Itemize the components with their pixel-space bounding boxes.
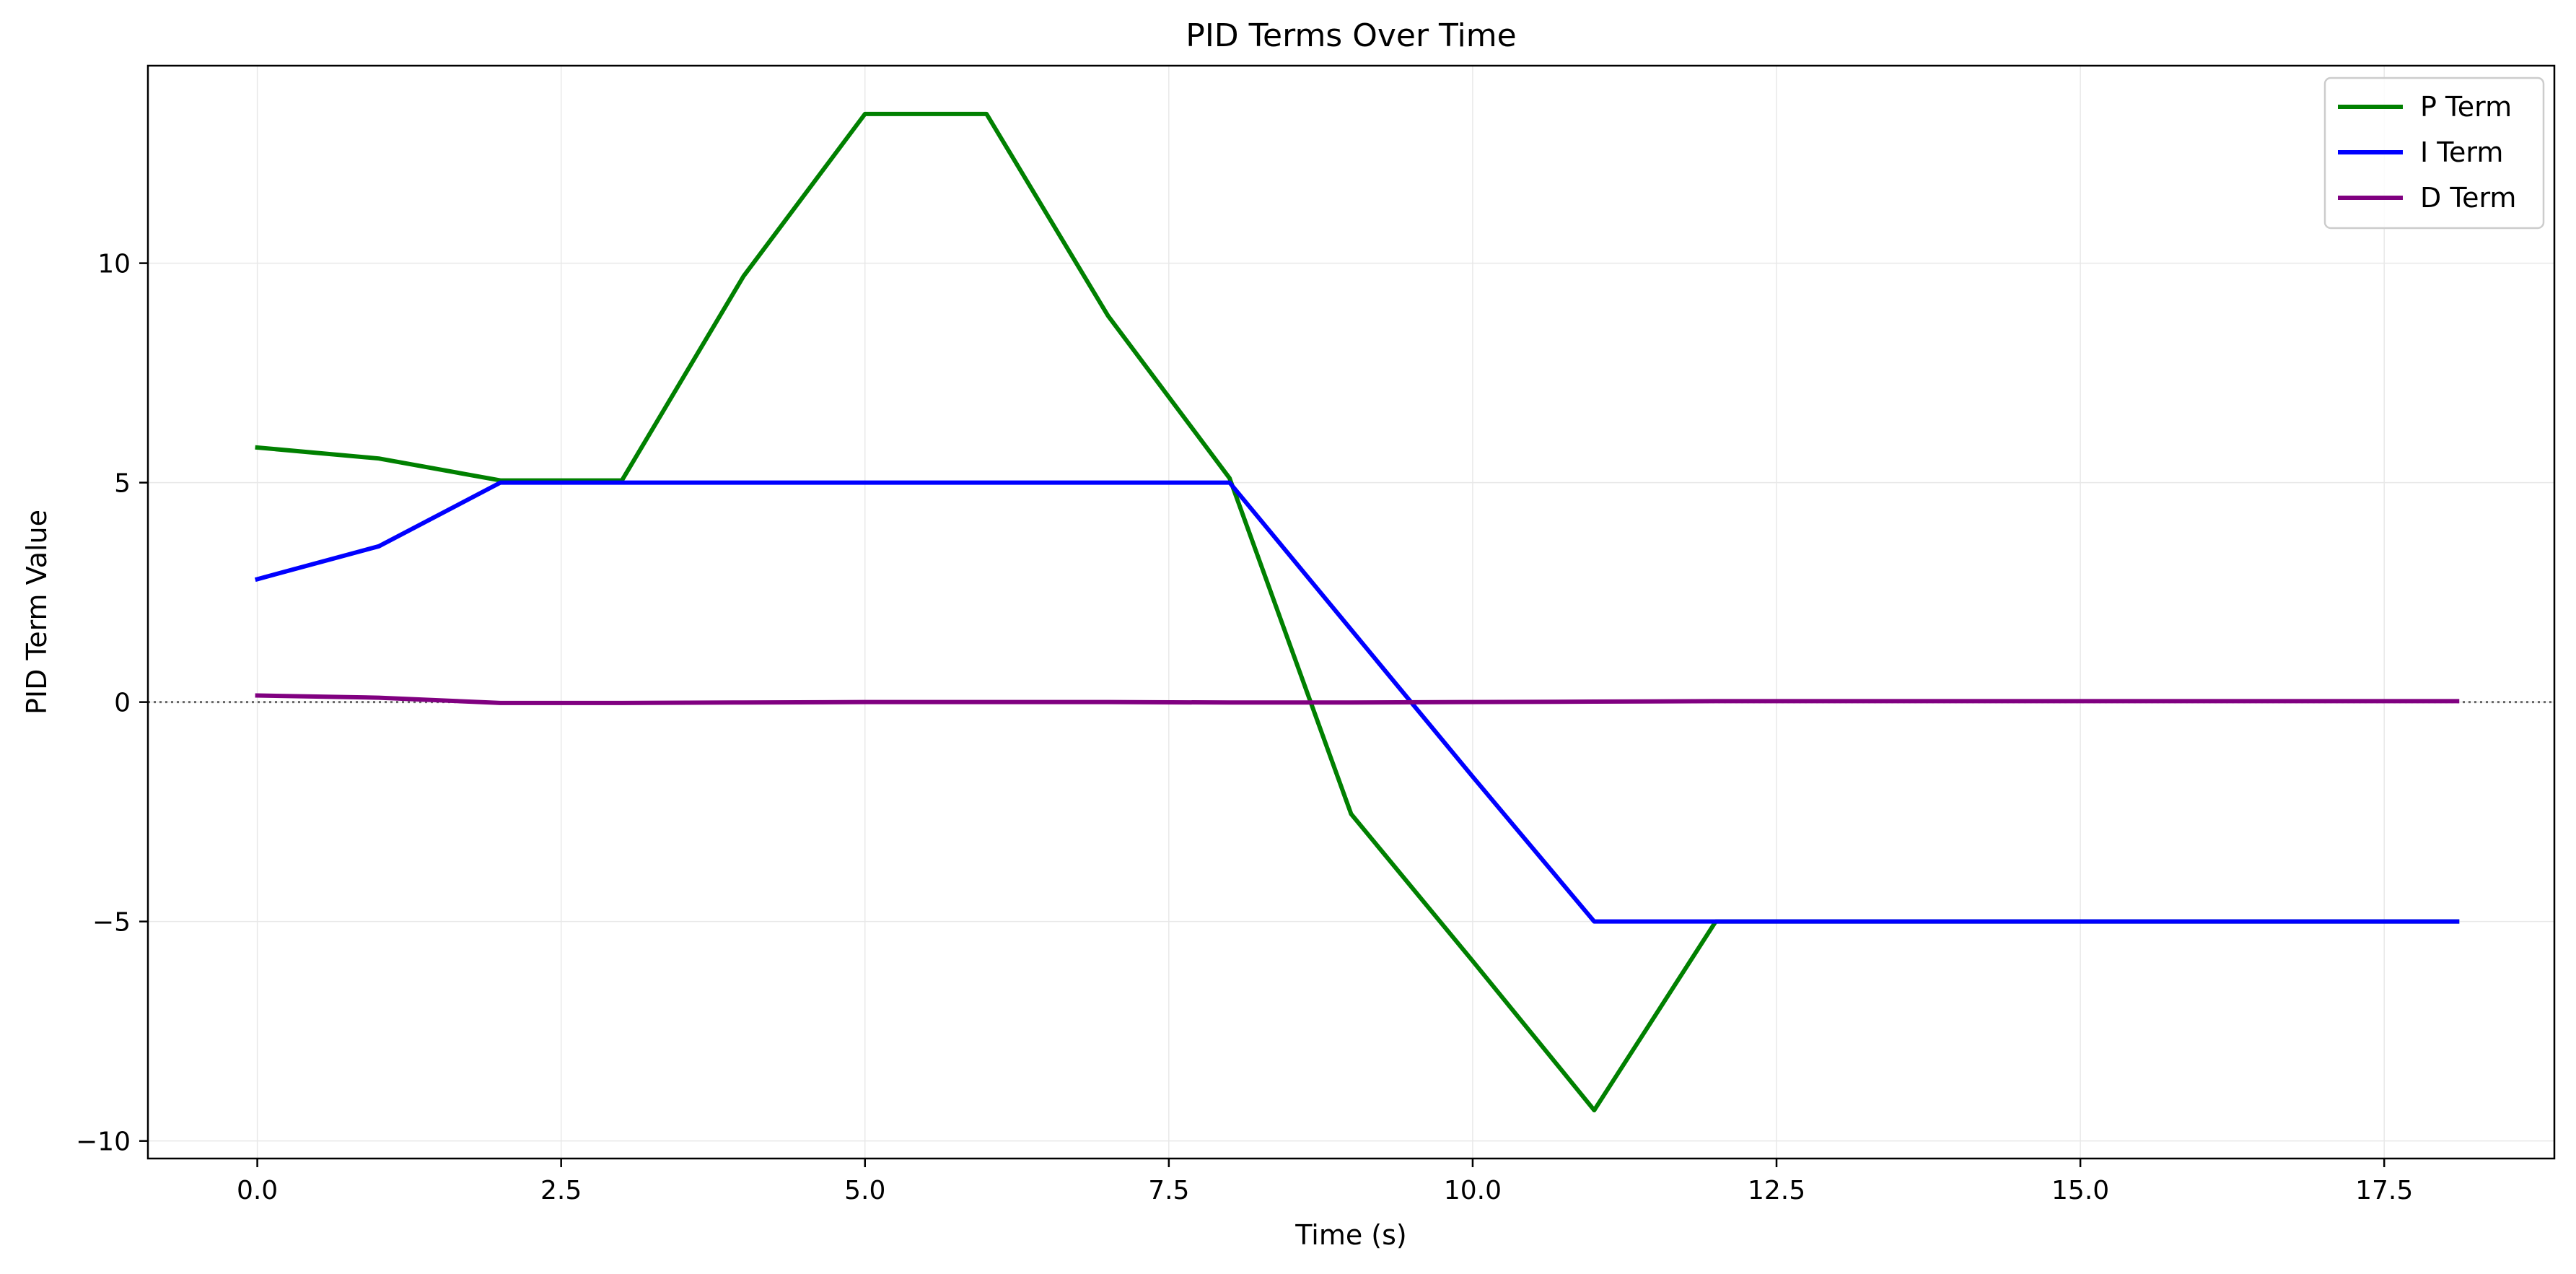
series-i-term xyxy=(254,480,2460,924)
x-tick-label-2: 5.0 xyxy=(844,1176,885,1205)
x-tick-label-4: 10.0 xyxy=(1444,1176,1502,1205)
y-axis-label: PID Term Value xyxy=(21,510,53,715)
x-tick-label-6: 15.0 xyxy=(2051,1176,2109,1205)
x-tick-label-3: 7.5 xyxy=(1148,1176,1189,1205)
x-tick-label-0: 0.0 xyxy=(237,1176,278,1205)
x-tick-label-7: 17.5 xyxy=(2355,1176,2413,1205)
y-axis: −10 −5 0 5 10 xyxy=(76,250,148,1157)
legend-label-1: I Term xyxy=(2420,136,2503,168)
chart-title: PID Terms Over Time xyxy=(1186,17,1516,54)
series-d-term xyxy=(255,693,2460,705)
x-tick-label-5: 12.5 xyxy=(1748,1176,1805,1205)
y-tick-label-0: −10 xyxy=(76,1127,131,1157)
series-layer xyxy=(254,111,2460,1113)
y-tick-label-2: 0 xyxy=(114,689,131,718)
legend-box xyxy=(2323,77,2545,230)
x-axis-label: Time (s) xyxy=(1294,1219,1407,1251)
y-tick-label-3: 5 xyxy=(114,469,131,499)
legend-label-2: D Term xyxy=(2420,182,2516,214)
legend-label-0: P Term xyxy=(2420,91,2512,123)
y-tick-label-4: 10 xyxy=(97,250,131,279)
legend: P Term I Term D Term xyxy=(2323,77,2545,230)
plot-frame xyxy=(146,64,2556,1160)
x-tick-label-1: 2.5 xyxy=(540,1176,582,1205)
y-tick-label-1: −5 xyxy=(92,908,131,938)
x-axis: 0.0 2.5 5.0 7.5 10.0 12.5 15.0 17.5 xyxy=(237,1159,2413,1205)
